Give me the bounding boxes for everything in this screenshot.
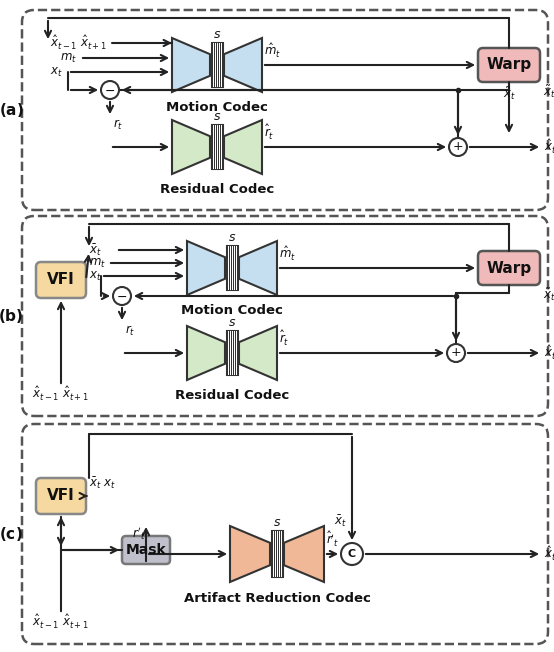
Text: VFI: VFI xyxy=(47,273,75,288)
Text: VFI: VFI xyxy=(47,488,75,503)
Text: $\hat{r}_t$: $\hat{r}_t$ xyxy=(279,329,289,348)
Bar xyxy=(235,246,237,290)
Bar xyxy=(232,246,233,290)
Text: $r'_t$: $r'_t$ xyxy=(132,526,146,542)
Polygon shape xyxy=(239,326,277,380)
Bar xyxy=(218,43,219,87)
Text: $\boldsymbol{m_t}$: $\boldsymbol{m_t}$ xyxy=(89,256,106,269)
Text: $\hat{m}_t$: $\hat{m}_t$ xyxy=(264,42,281,60)
Polygon shape xyxy=(230,526,270,582)
Text: $\tilde{x}_t$: $\tilde{x}_t$ xyxy=(502,86,515,102)
FancyBboxPatch shape xyxy=(122,536,170,564)
Bar xyxy=(229,246,230,290)
Text: Warp: Warp xyxy=(486,261,531,276)
Bar xyxy=(220,43,222,87)
Text: $s$: $s$ xyxy=(213,28,221,41)
Circle shape xyxy=(341,543,363,565)
Bar xyxy=(235,331,237,375)
Text: $\boldsymbol{r_t}$: $\boldsymbol{r_t}$ xyxy=(113,118,124,132)
Text: $\hat{r}_t$: $\hat{r}_t$ xyxy=(264,123,274,142)
Polygon shape xyxy=(187,326,225,380)
Bar xyxy=(217,43,218,87)
Polygon shape xyxy=(172,38,210,92)
Text: $\bar{x}_t$ $x_t$: $\bar{x}_t$ $x_t$ xyxy=(89,475,116,491)
Text: $\tilde{x}_t$: $\tilde{x}_t$ xyxy=(543,287,554,303)
Text: Warp: Warp xyxy=(486,57,531,72)
Text: C: C xyxy=(348,549,356,559)
Text: $\tilde{x}_t$: $\tilde{x}_t$ xyxy=(543,84,554,100)
Bar xyxy=(279,531,280,577)
Bar xyxy=(229,331,230,375)
Bar xyxy=(218,125,219,169)
Polygon shape xyxy=(224,120,262,174)
Circle shape xyxy=(101,81,119,99)
Bar xyxy=(274,531,275,577)
Text: $x_t$: $x_t$ xyxy=(50,65,63,78)
Bar xyxy=(232,331,233,375)
Bar xyxy=(212,125,223,169)
Bar xyxy=(227,246,238,290)
Text: Motion Codec: Motion Codec xyxy=(181,304,283,317)
Text: $s$: $s$ xyxy=(273,516,281,529)
Text: Residual Codec: Residual Codec xyxy=(160,183,274,196)
Bar xyxy=(220,125,222,169)
Text: $s$: $s$ xyxy=(228,231,236,244)
Text: $s$: $s$ xyxy=(228,316,236,329)
Polygon shape xyxy=(239,241,277,295)
Bar xyxy=(276,531,278,577)
Text: $\hat{r}'_t$: $\hat{r}'_t$ xyxy=(326,530,339,549)
Text: $\hat{x}_t$: $\hat{x}_t$ xyxy=(544,545,554,563)
Text: $\bar{x}_t$: $\bar{x}_t$ xyxy=(334,514,346,529)
Text: $+$: $+$ xyxy=(450,346,461,359)
Bar xyxy=(214,125,216,169)
Bar xyxy=(271,531,283,577)
Bar xyxy=(233,246,234,290)
Text: $\hat{x}_{t-1}$ $\hat{x}_{t+1}$: $\hat{x}_{t-1}$ $\hat{x}_{t+1}$ xyxy=(32,613,89,631)
FancyBboxPatch shape xyxy=(22,216,548,416)
Polygon shape xyxy=(284,526,324,582)
Polygon shape xyxy=(172,120,210,174)
FancyBboxPatch shape xyxy=(36,478,86,514)
Bar xyxy=(212,43,223,87)
Text: $\boldsymbol{m_t}$: $\boldsymbol{m_t}$ xyxy=(60,52,77,65)
Text: $x_t$: $x_t$ xyxy=(89,269,102,282)
FancyBboxPatch shape xyxy=(478,48,540,82)
Circle shape xyxy=(113,287,131,305)
Text: Motion Codec: Motion Codec xyxy=(166,101,268,114)
FancyBboxPatch shape xyxy=(22,10,548,210)
Bar xyxy=(273,531,274,577)
FancyBboxPatch shape xyxy=(22,424,548,644)
Text: $\mathbf{(b)}$: $\mathbf{(b)}$ xyxy=(0,307,24,325)
Circle shape xyxy=(449,138,467,156)
Bar xyxy=(227,331,238,375)
Text: $\boldsymbol{r_t}$: $\boldsymbol{r_t}$ xyxy=(125,324,135,338)
Text: $\hat{x}_t$: $\hat{x}_t$ xyxy=(544,138,554,156)
Text: Residual Codec: Residual Codec xyxy=(175,389,289,402)
Text: $\mathbf{(a)}$: $\mathbf{(a)}$ xyxy=(0,101,23,119)
Text: Mask: Mask xyxy=(126,543,166,557)
Circle shape xyxy=(447,344,465,362)
Text: $\hat{m}_t$: $\hat{m}_t$ xyxy=(279,245,296,263)
Polygon shape xyxy=(224,38,262,92)
Bar xyxy=(280,531,281,577)
Text: $-$: $-$ xyxy=(116,289,127,303)
Text: $\mathbf{(c)}$: $\mathbf{(c)}$ xyxy=(0,525,23,543)
Text: $\hat{x}_{t-1}$ $\hat{x}_{t+1}$: $\hat{x}_{t-1}$ $\hat{x}_{t+1}$ xyxy=(50,34,107,52)
Bar xyxy=(217,125,218,169)
Text: $\hat{x}_t$: $\hat{x}_t$ xyxy=(544,344,554,362)
Text: $\bar{x}_t$: $\bar{x}_t$ xyxy=(89,243,102,258)
Polygon shape xyxy=(187,241,225,295)
Text: $-$: $-$ xyxy=(105,83,116,96)
Bar xyxy=(214,43,216,87)
FancyBboxPatch shape xyxy=(478,251,540,285)
Text: $s$: $s$ xyxy=(213,110,221,123)
FancyBboxPatch shape xyxy=(36,262,86,298)
Text: Artifact Reduction Codec: Artifact Reduction Codec xyxy=(183,592,371,605)
Text: $\hat{x}_{t-1}$ $\hat{x}_{t+1}$: $\hat{x}_{t-1}$ $\hat{x}_{t+1}$ xyxy=(32,385,89,403)
Bar xyxy=(233,331,234,375)
Text: $+$: $+$ xyxy=(453,140,464,153)
